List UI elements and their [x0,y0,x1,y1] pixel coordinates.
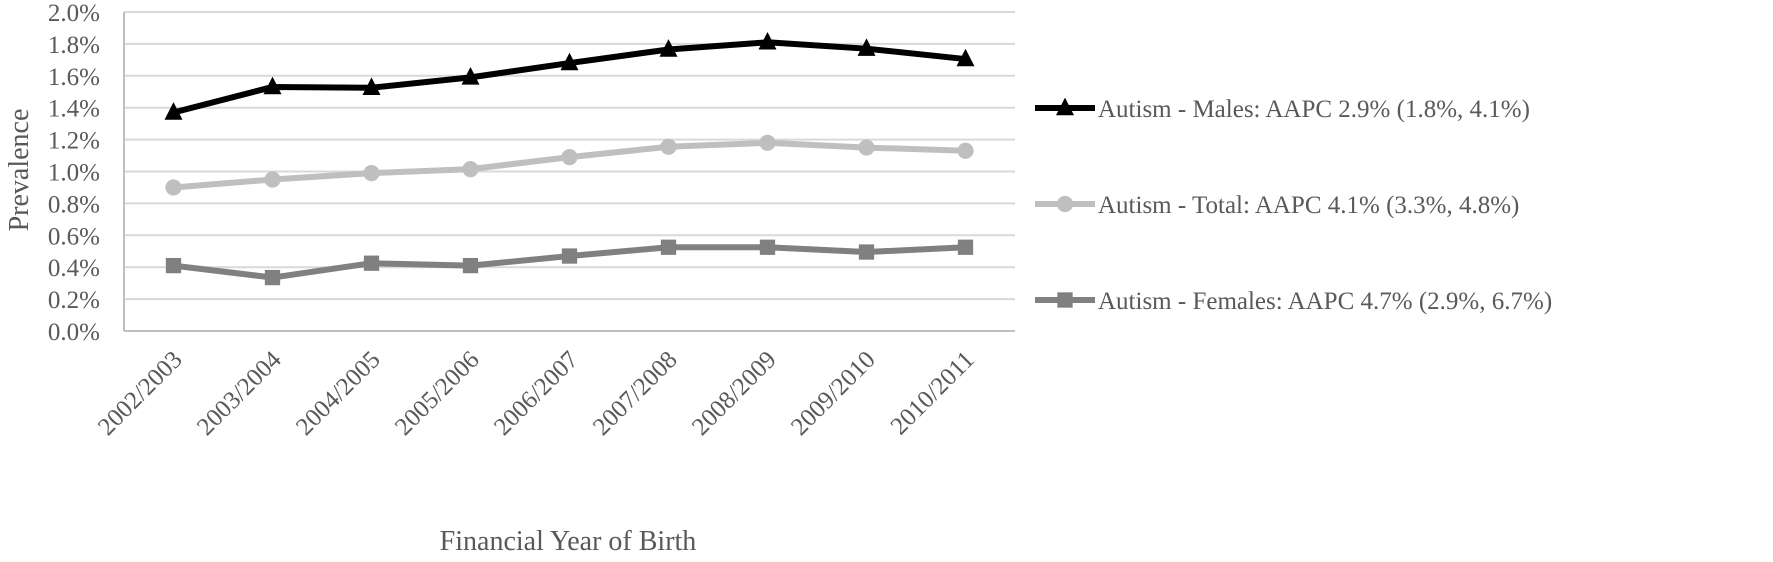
circle-marker [858,139,875,156]
circle-marker [363,164,380,182]
x-tick-label: 2002/2003 [93,346,188,441]
legend-entry: Autism - Females: AAPC 4.7% (2.9%, 6.7%) [1035,288,1552,315]
circle-marker [759,134,776,151]
circle-marker [1056,195,1074,213]
x-axis-title: Financial Year of Birth [440,526,697,557]
series-triangle [164,31,975,120]
square-marker [957,239,974,255]
triangle-marker [1056,97,1074,116]
legend: Autism - Males: AAPC 2.9% (1.8%, 4.1%) Au… [1035,96,1552,315]
circle-marker [561,149,578,166]
legend-label: Autism - Females: AAPC 4.7% (2.9%, 6.7%) [1098,288,1552,315]
legend-label: Autism - Total: AAPC 4.1% (3.3%, 4.8%) [1098,192,1519,219]
legend-entry: Autism - Males: AAPC 2.9% (1.8%, 4.1%) [1035,96,1530,123]
triangle-marker [164,102,183,120]
circle-marker [957,142,974,159]
y-tick-label: 1.2% [48,128,100,155]
x-tick-label: 2005/2006 [390,346,485,441]
circle-marker [462,161,479,178]
y-tick-label: 1.6% [48,64,100,91]
square-marker [165,257,182,274]
y-tick-label: 0.4% [48,255,100,282]
y-tick-label: 2.0% [48,0,100,27]
y-tick-label: 0.8% [48,191,100,218]
y-tick-label: 1.0% [48,160,100,187]
square-marker [462,257,479,274]
triangle-marker [758,31,777,50]
x-tick-label: 2008/2009 [687,346,782,441]
circle-marker [165,179,182,196]
square-marker [858,244,875,260]
legend-entry: Autism - Total: AAPC 4.1% (3.3%, 4.8%) [1035,192,1519,219]
x-tick-label: 2006/2007 [489,346,584,441]
x-tick-label: 2009/2010 [786,346,881,441]
y-tick-label: 1.8% [48,32,100,59]
triangle-marker [461,67,480,85]
y-tick-label: 1.4% [48,96,100,123]
y-tick-label: 0.2% [48,287,100,314]
gridlines [123,11,1015,332]
y-tick-labels: 0.0% 0.2% 0.4% 0.6% 0.8% 1.0% 1.2% 1.4% 1.6% 1.8%… [48,0,100,346]
circle-marker [264,171,281,188]
triangle-marker [362,77,381,96]
y-axis-title: Prevalence [4,109,35,232]
series-group [164,31,975,286]
square-marker [561,248,578,264]
series-square [165,239,974,286]
x-tick-label: 2010/2011 [886,346,980,440]
triangle-marker [956,48,975,67]
x-tick-label: 2007/2008 [588,346,683,441]
square-marker [660,239,677,255]
triangle-marker [263,76,282,95]
circle-marker [660,138,677,155]
square-marker [363,255,380,271]
x-tick-label: 2004/2005 [291,346,386,441]
square-marker [264,269,281,286]
square-marker [759,239,776,255]
square-marker [1057,292,1073,308]
y-tick-label: 0.0% [48,319,100,346]
legend-label: Autism - Males: AAPC 2.9% (1.8%, 4.1%) [1098,96,1530,123]
triangle-marker [659,39,678,57]
y-tick-label: 0.6% [48,223,100,250]
triangle-marker [857,38,876,56]
series-circle [165,134,974,196]
triangle-marker [560,52,579,71]
x-tick-labels: 2002/2003 2003/2004 2004/2005 2005/2006 2006… [93,346,980,441]
x-tick-label: 2003/2004 [192,346,287,441]
